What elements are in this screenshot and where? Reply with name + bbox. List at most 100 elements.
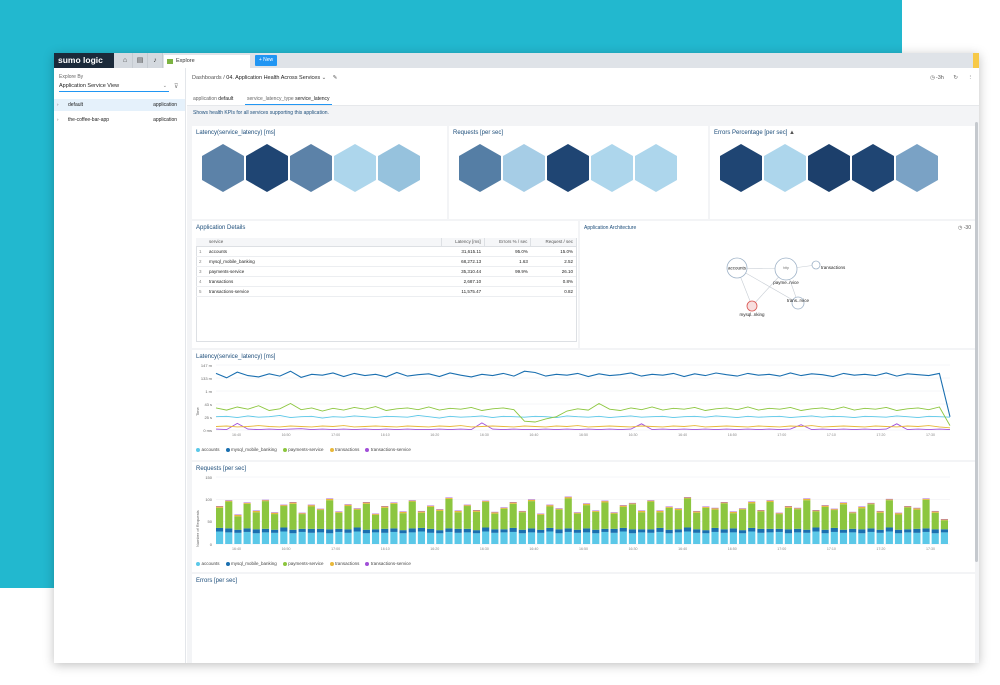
bar-segment-transactions[interactable]	[913, 508, 921, 510]
bar-segment-transactions[interactable]	[573, 512, 581, 514]
bar-segment-transactions[interactable]	[454, 510, 462, 513]
bar-segment-payments-service[interactable]	[821, 506, 829, 530]
bar-segment-mysql_mobile_banking[interactable]	[876, 529, 884, 533]
bar-segment-mysql_mobile_banking[interactable]	[436, 530, 444, 534]
bar-segment-transactions[interactable]	[665, 506, 673, 508]
bar-segment-transactions[interactable]	[656, 510, 664, 513]
legend-item[interactable]: transactions-service	[365, 561, 411, 566]
bar-segment-transactions[interactable]	[216, 506, 224, 508]
bar-segment-transactions[interactable]	[225, 500, 233, 502]
bar-segment-transactions[interactable]	[849, 512, 857, 514]
bar-segment-transactions[interactable]	[904, 506, 912, 508]
bar-segment-accounts[interactable]	[491, 532, 499, 544]
bar-segment-accounts[interactable]	[225, 532, 233, 544]
bar-segment-accounts[interactable]	[794, 532, 802, 544]
bar-segment-mysql_mobile_banking[interactable]	[729, 528, 737, 533]
refresh-icon[interactable]: ↻	[953, 75, 958, 81]
bar-segment-accounts[interactable]	[252, 533, 260, 544]
bar-segment-transactions[interactable]	[720, 502, 728, 504]
bar-segment-accounts[interactable]	[399, 533, 407, 544]
table-row[interactable]: 3 payments-service 35,310.44 99.9% 26.10	[196, 266, 576, 277]
bar-segment-mysql_mobile_banking[interactable]	[738, 530, 747, 534]
kpi-hexagon[interactable]	[547, 144, 589, 192]
bar-segment-payments-service[interactable]	[922, 499, 930, 529]
bar-segment-payments-service[interactable]	[738, 509, 747, 531]
legend-item[interactable]: payments-service	[282, 561, 324, 566]
bar-segment-transactions[interactable]	[812, 510, 820, 512]
bar-segment-accounts[interactable]	[472, 533, 481, 544]
bar-segment-mysql_mobile_banking[interactable]	[381, 528, 389, 533]
scrollbar[interactable]	[975, 122, 978, 562]
bar-segment-transactions[interactable]	[344, 504, 352, 507]
bar-segment-transactions[interactable]	[711, 508, 719, 510]
bar-segment-payments-service[interactable]	[775, 514, 783, 529]
bar-segment-payments-service[interactable]	[463, 506, 471, 529]
bar-segment-transactions[interactable]	[830, 509, 838, 511]
bar-segment-mysql_mobile_banking[interactable]	[491, 529, 499, 533]
bar-segment-payments-service[interactable]	[326, 500, 334, 530]
bar-segment-payments-service[interactable]	[564, 498, 572, 529]
bar-segment-transactions[interactable]	[839, 502, 848, 505]
bar-segment-mysql_mobile_banking[interactable]	[225, 528, 233, 533]
bar-segment-accounts[interactable]	[261, 532, 270, 544]
bar-segment-transactions[interactable]	[399, 511, 407, 514]
bar-segment-accounts[interactable]	[592, 533, 600, 544]
chevron-right-icon[interactable]: ›	[57, 117, 59, 122]
node-payments-service[interactable]	[774, 257, 798, 281]
bar-segment-transactions[interactable]	[527, 499, 536, 502]
bar-segment-payments-service[interactable]	[225, 501, 233, 529]
bar-segment-accounts[interactable]	[601, 531, 609, 544]
bar-segment-accounts[interactable]	[711, 531, 719, 544]
bar-segment-payments-service[interactable]	[316, 510, 325, 529]
bar-segment-accounts[interactable]	[216, 531, 224, 544]
bar-segment-accounts[interactable]	[702, 533, 710, 544]
bar-segment-transactions[interactable]	[472, 510, 481, 512]
bar-segment-transactions[interactable]	[371, 514, 380, 515]
bar-segment-accounts[interactable]	[500, 532, 508, 544]
bar-segment-transactions[interactable]	[757, 510, 765, 512]
legend-item[interactable]: accounts	[196, 561, 220, 566]
bar-segment-mysql_mobile_banking[interactable]	[674, 529, 682, 533]
bar-segment-transactions[interactable]	[775, 513, 783, 515]
page-title[interactable]: 04. Application Health Across Services	[226, 75, 321, 81]
bar-segment-payments-service[interactable]	[904, 507, 912, 530]
bar-segment-mysql_mobile_banking[interactable]	[307, 528, 315, 533]
bar-segment-mysql_mobile_banking[interactable]	[216, 527, 224, 532]
bar-segment-payments-service[interactable]	[500, 508, 508, 530]
node-accounts[interactable]	[726, 257, 748, 279]
table-row[interactable]: 2 mysql_mobile_banking 68,272.13 1.63 2.52	[196, 256, 576, 267]
bar-segment-accounts[interactable]	[371, 532, 380, 544]
bar-segment-payments-service[interactable]	[656, 512, 664, 528]
legend-item[interactable]: transactions	[329, 447, 359, 452]
bar-segment-mysql_mobile_banking[interactable]	[748, 527, 756, 532]
bar-segment-transactions[interactable]	[289, 502, 297, 504]
bar-segment-transactions[interactable]	[674, 508, 682, 511]
bar-segment-accounts[interactable]	[573, 532, 581, 544]
kpi-hexagon[interactable]	[635, 144, 677, 192]
bar-segment-mysql_mobile_banking[interactable]	[913, 528, 921, 533]
bar-segment-transactions[interactable]	[381, 506, 389, 508]
bar-segment-payments-service[interactable]	[417, 512, 426, 528]
bar-segment-payments-service[interactable]	[243, 503, 251, 529]
bar-segment-payments-service[interactable]	[289, 503, 297, 530]
bar-segment-mysql_mobile_banking[interactable]	[326, 529, 334, 534]
bar-segment-payments-service[interactable]	[839, 504, 848, 530]
bar-segment-mysql_mobile_banking[interactable]	[527, 528, 536, 533]
bar-segment-mysql_mobile_banking[interactable]	[362, 529, 370, 534]
bar-segment-transactions[interactable]	[564, 497, 572, 499]
bar-segment-accounts[interactable]	[757, 532, 765, 544]
bar-segment-accounts[interactable]	[537, 532, 545, 544]
bar-segment-transactions[interactable]	[647, 500, 655, 502]
bar-segment-transactions[interactable]	[546, 505, 554, 507]
bar-segment-accounts[interactable]	[454, 532, 462, 544]
bar-segment-mysql_mobile_banking[interactable]	[408, 528, 416, 533]
bar-segment-mysql_mobile_banking[interactable]	[482, 527, 490, 532]
bar-segment-accounts[interactable]	[656, 531, 664, 544]
bar-segment-accounts[interactable]	[821, 533, 829, 544]
kpi-hexagon[interactable]	[459, 144, 501, 192]
table-row[interactable]: 4 transactions 2,687.10 0.8%	[196, 276, 576, 287]
bar-segment-mysql_mobile_banking[interactable]	[417, 527, 426, 532]
breadcrumb-root[interactable]: Dashboards	[192, 75, 222, 81]
bar-segment-accounts[interactable]	[720, 532, 728, 544]
bar-segment-accounts[interactable]	[849, 532, 857, 544]
